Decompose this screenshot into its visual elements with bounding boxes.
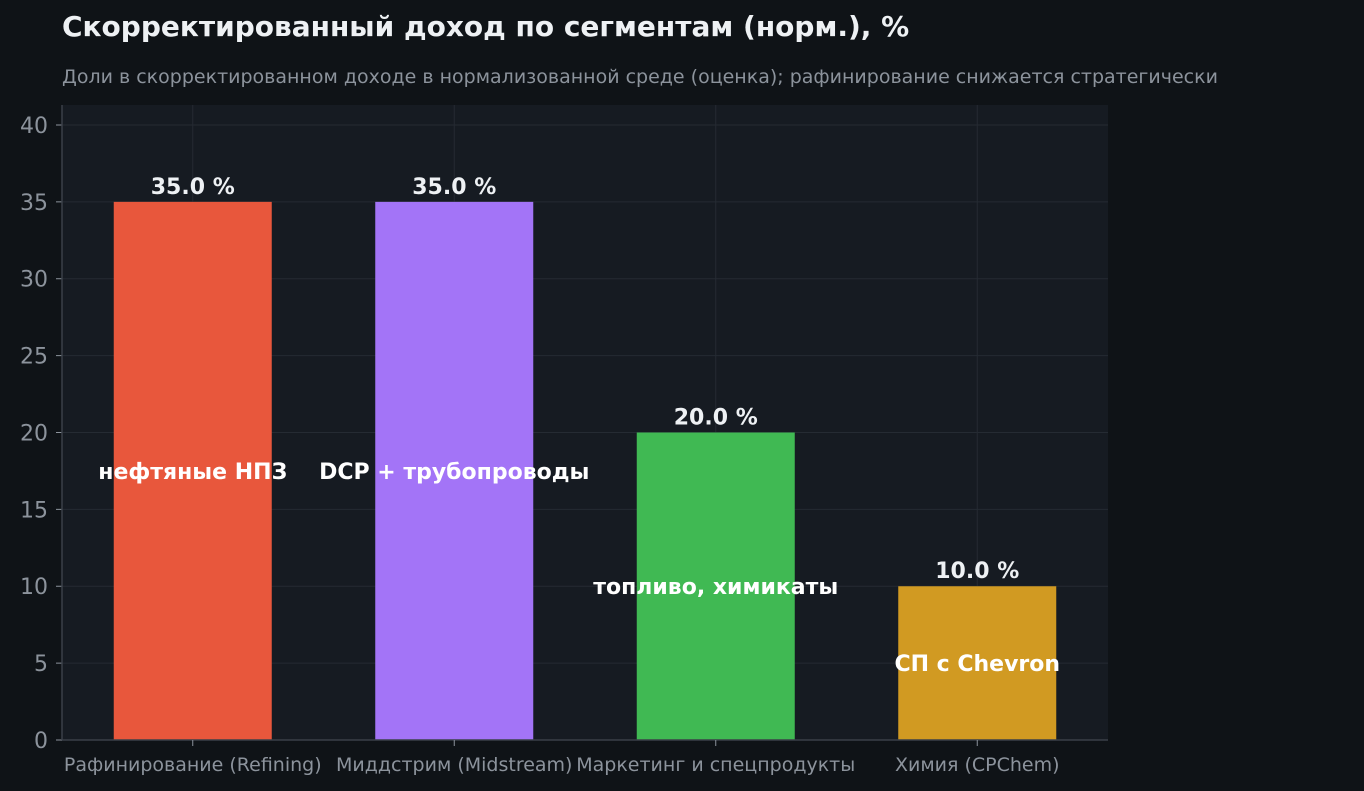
value-label: 10.0 % — [935, 559, 1019, 584]
data-labels: 35.0 % нефтяные НПЗ 35.0 % DCP + трубопрово… — [98, 175, 1060, 677]
y-tick-label: 5 — [34, 652, 48, 677]
y-tick-label: 15 — [20, 498, 48, 523]
y-tick-label: 0 — [34, 729, 48, 754]
y-tick-label: 20 — [20, 421, 48, 446]
value-label: 35.0 % — [412, 175, 496, 200]
bar — [636, 432, 795, 740]
chart-title: Скорректированный доход по сегментам (но… — [62, 10, 910, 43]
bar-inner-label: топливо, химикаты — [593, 575, 838, 600]
bar — [898, 586, 1057, 740]
bar — [113, 201, 272, 741]
bar — [375, 201, 534, 741]
bar-inner-label: DCP + трубопроводы — [319, 460, 589, 485]
axes: 0 5 10 15 20 25 30 35 40 Рафинирование (Refining)… — [20, 105, 1108, 776]
y-tick-label: 10 — [20, 575, 48, 600]
value-label: 20.0 % — [674, 405, 758, 430]
bars — [113, 201, 1057, 741]
y-tick-label: 25 — [20, 345, 48, 370]
chart-subtitle: Доли в скорректированном доходе в нормал… — [62, 66, 1218, 88]
y-tick-label: 40 — [20, 114, 48, 139]
x-tick-label: Химия (CPChem) — [895, 754, 1060, 776]
y-tick-label: 35 — [20, 191, 48, 216]
value-label: 35.0 % — [151, 175, 235, 200]
x-tick-label: Маркетинг и спецпродукты — [576, 754, 855, 776]
bar-inner-label: СП с Chevron — [894, 652, 1060, 677]
x-tick-label: Миддстрим (Midstream) — [336, 754, 572, 776]
bar-inner-label: нефтяные НПЗ — [98, 460, 287, 485]
y-tick-label: 30 — [20, 268, 48, 293]
x-tick-label: Рафинирование (Refining) — [64, 754, 322, 776]
